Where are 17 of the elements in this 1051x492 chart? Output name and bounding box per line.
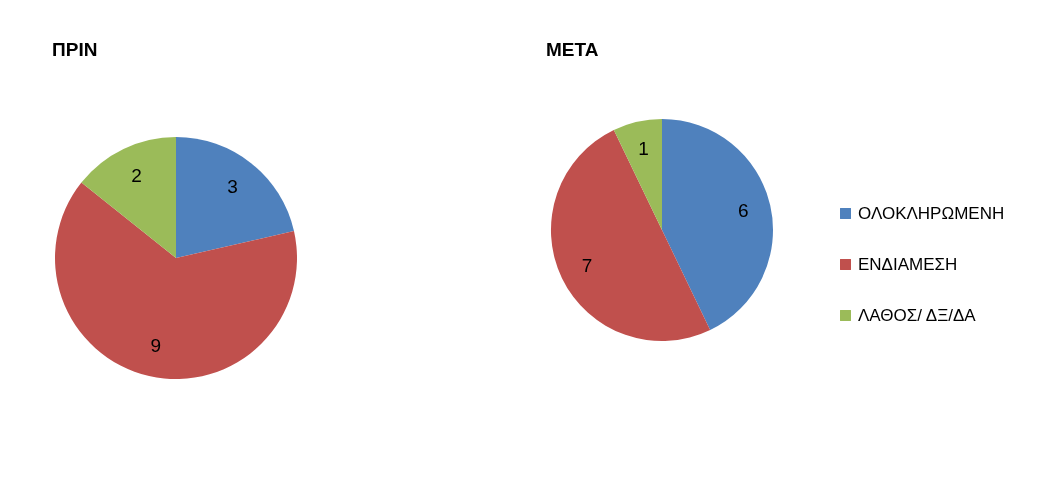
legend-label: ΕΝΔΙΑΜΕΣΗ — [858, 254, 958, 274]
chart-title: ΠΡΙΝ — [52, 39, 98, 60]
legend-label: ΛΑΘΟΣ/ ΔΞ/ΔΑ — [858, 305, 977, 325]
pie-slice — [662, 119, 773, 331]
data-label: 7 — [581, 255, 593, 277]
pie-slice — [176, 137, 294, 258]
pie-slice — [551, 129, 711, 341]
data-label: 2 — [131, 165, 142, 187]
data-label: 3 — [227, 176, 238, 198]
pie-slice — [81, 137, 176, 258]
data-label: 9 — [150, 335, 162, 357]
data-label: 6 — [737, 200, 749, 222]
legend-label: ΟΛΟΚΛΗΡΩΜΕΝΗ — [858, 203, 1005, 223]
pie-slice — [55, 182, 297, 379]
chart-title: ΜΕΤΑ — [546, 39, 599, 60]
data-label: 1 — [638, 137, 649, 159]
pie-slice — [613, 119, 662, 230]
